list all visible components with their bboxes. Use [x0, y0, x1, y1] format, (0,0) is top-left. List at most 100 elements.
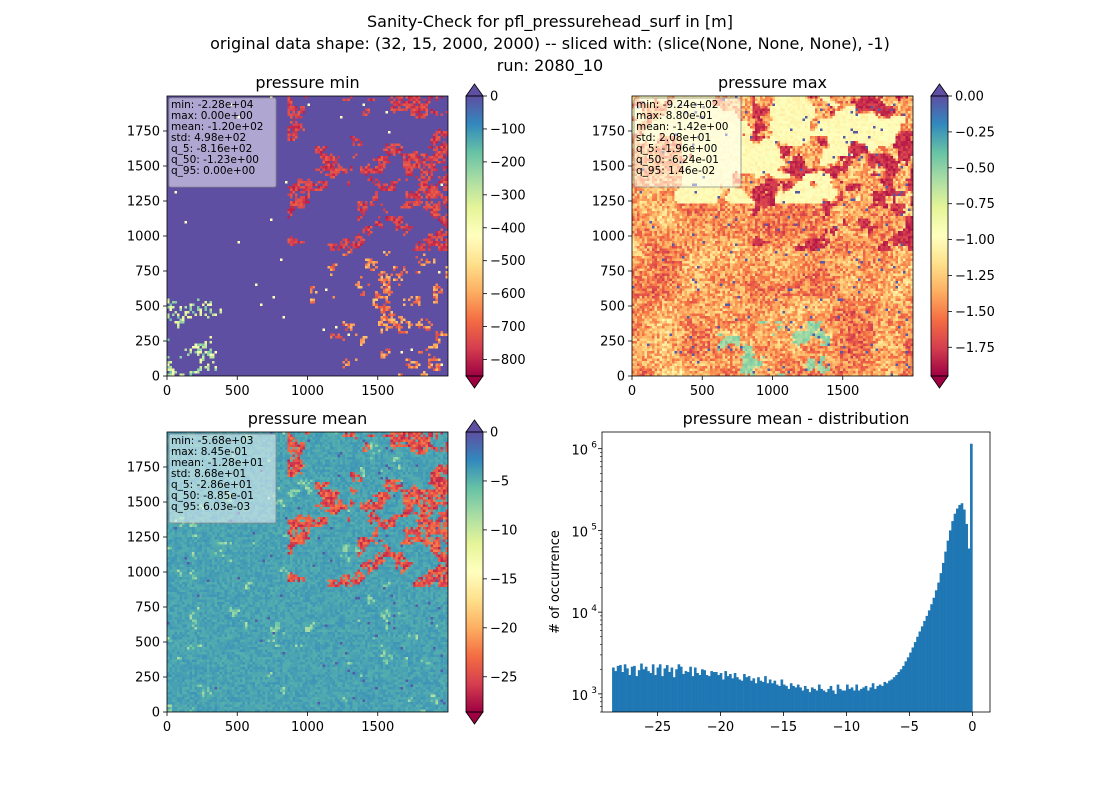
- histogram-bar: [841, 690, 844, 712]
- histogram-y-tick-label: 10: [571, 689, 588, 704]
- histogram-bar: [817, 684, 821, 712]
- pressure-max-colorbar-extend-bottom: [930, 375, 949, 389]
- histogram-bar: [668, 672, 671, 712]
- histogram-bar: [782, 684, 786, 712]
- pressure-max-colorbar-gradient: [931, 96, 948, 376]
- pressure-min-colorbar-tick-label: −300: [490, 188, 526, 203]
- pressure-mean-x-tick-label: 1000: [291, 720, 324, 735]
- histogram-bar: [724, 671, 728, 712]
- pressure-max-x-tick-label: 0: [628, 384, 636, 399]
- histogram-bar: [803, 685, 807, 712]
- histogram-y-tick-exponent: 5: [591, 522, 597, 532]
- pressure-min-colorbar-tick-label: −600: [490, 287, 526, 302]
- histogram-bar: [970, 443, 973, 712]
- pressure-mean-colorbar-tick-label: −10: [490, 523, 517, 538]
- histogram-bar: [766, 683, 770, 712]
- pressure-max-y-tick-label: 250: [600, 335, 625, 350]
- histogram-y-tick-exponent: 4: [591, 604, 597, 614]
- pressure-max-colorbar-tick-label: 0.00: [955, 90, 984, 105]
- histogram-bar: [820, 688, 823, 712]
- histogram-bar: [665, 665, 669, 712]
- histogram-bar: [965, 523, 968, 712]
- pressure-max-stats-line: q_50: -6.24e-01: [636, 154, 719, 166]
- histogram-bar: [897, 672, 901, 712]
- pressure-max-y-tick-label: 1500: [592, 160, 625, 175]
- histogram-y-tick-label: 10: [571, 444, 588, 459]
- pressure-min-y-tick-label: 0: [152, 370, 160, 385]
- histogram-bar: [715, 672, 718, 712]
- histogram-bar: [649, 673, 653, 712]
- histogram-bar: [827, 688, 830, 712]
- pressure-max-stats-line: q_95: 1.46e-02: [636, 165, 715, 177]
- histogram-bar: [796, 684, 800, 712]
- histogram-bar: [904, 661, 908, 712]
- histogram-bar: [806, 688, 809, 712]
- histogram-bar: [672, 677, 676, 712]
- pressure-max-title: pressure max: [718, 73, 827, 92]
- histogram-bar: [764, 676, 767, 712]
- histogram-bar: [626, 668, 629, 712]
- histogram-bar: [923, 620, 926, 712]
- histogram-bar: [621, 672, 625, 712]
- pressure-mean-colorbar-tick-label: 0: [490, 426, 498, 441]
- histogram-bar: [771, 683, 774, 712]
- histogram-axes-frame: [601, 431, 991, 713]
- histogram-bar: [941, 562, 945, 712]
- histogram-bar: [967, 548, 971, 712]
- histogram-bar: [677, 664, 681, 712]
- pressure-mean-y-tick-label: 1250: [127, 531, 160, 546]
- histogram-bar: [955, 508, 959, 712]
- histogram-bar: [628, 675, 632, 712]
- histogram-y-tick-base: 10: [571, 689, 588, 704]
- histogram-bar: [862, 687, 866, 712]
- histogram-y-tick-base: 10: [571, 525, 588, 540]
- pressure-min-y-tick-label: 1750: [127, 125, 160, 140]
- pressure-min-colorbar-extend-bottom: [465, 375, 484, 389]
- pressure-mean-panel: pressure mean 0 500 1000 1500 0 250 500 750 1000 1…: [127, 409, 518, 735]
- pressure-min-x-tick-label: 0: [163, 384, 171, 399]
- histogram-bar: [698, 675, 702, 712]
- pressure-mean-stats-line: min: -5.68e+03: [171, 435, 253, 447]
- histogram-bar: [930, 604, 933, 712]
- histogram-y-tick-label: 10: [571, 525, 588, 540]
- histogram-bar: [874, 688, 877, 712]
- pressure-min-stats-line: q_95: 0.00e+00: [171, 165, 255, 177]
- pressure-min-colorbar-frame: [465, 95, 484, 377]
- histogram-bar: [616, 665, 620, 712]
- pressure-mean-stats-line: q_95: 6.03e-03: [171, 501, 250, 513]
- pressure-max-y-tick-label: 500: [600, 300, 625, 315]
- histogram-bar: [684, 671, 688, 712]
- pressure-min-colorbar-gradient: [466, 96, 483, 376]
- histogram-y-tick-base: 10: [571, 444, 588, 459]
- pressure-min-colorbar-tick-label: −800: [490, 353, 526, 368]
- histogram-bar: [890, 679, 894, 712]
- pressure-min-x-tick-label: 1500: [361, 384, 394, 399]
- pressure-min-y-tick-label: 750: [135, 265, 160, 280]
- histogram-bar: [726, 676, 730, 712]
- histogram-bar: [925, 615, 929, 712]
- pressure-mean-colorbar-gradient: [466, 432, 483, 712]
- histogram-bar: [682, 674, 685, 712]
- pressure-mean-stats-line: max: 8.45e-01: [171, 446, 248, 458]
- histogram-bar: [951, 521, 954, 712]
- histogram-bar: [705, 675, 709, 712]
- histogram-bar: [691, 676, 695, 712]
- histogram-bar: [745, 677, 749, 712]
- pressure-min-stats-line: min: -2.28e+04: [171, 99, 254, 111]
- pressure-min-stats-line: std: 4.98e+02: [171, 132, 246, 144]
- histogram-bar: [850, 687, 854, 712]
- histogram-bar: [775, 684, 779, 712]
- histogram-bar: [663, 668, 667, 712]
- histogram-bar: [644, 666, 648, 712]
- pressure-max-y-tick-label: 1750: [592, 125, 625, 140]
- histogram-bar: [860, 688, 863, 712]
- pressure-max-panel: pressure max 0 500 1000 1500 0 250 500 750 1000 12…: [592, 73, 995, 399]
- histogram-bar: [834, 693, 837, 712]
- histogram-bar: [733, 673, 737, 712]
- histogram-bar: [885, 683, 889, 712]
- histogram-x-tick-label: 0: [968, 720, 976, 735]
- histogram-bar: [808, 692, 812, 712]
- histogram-bar: [773, 680, 777, 712]
- histogram-bar: [654, 675, 657, 712]
- histogram-bar: [679, 666, 683, 712]
